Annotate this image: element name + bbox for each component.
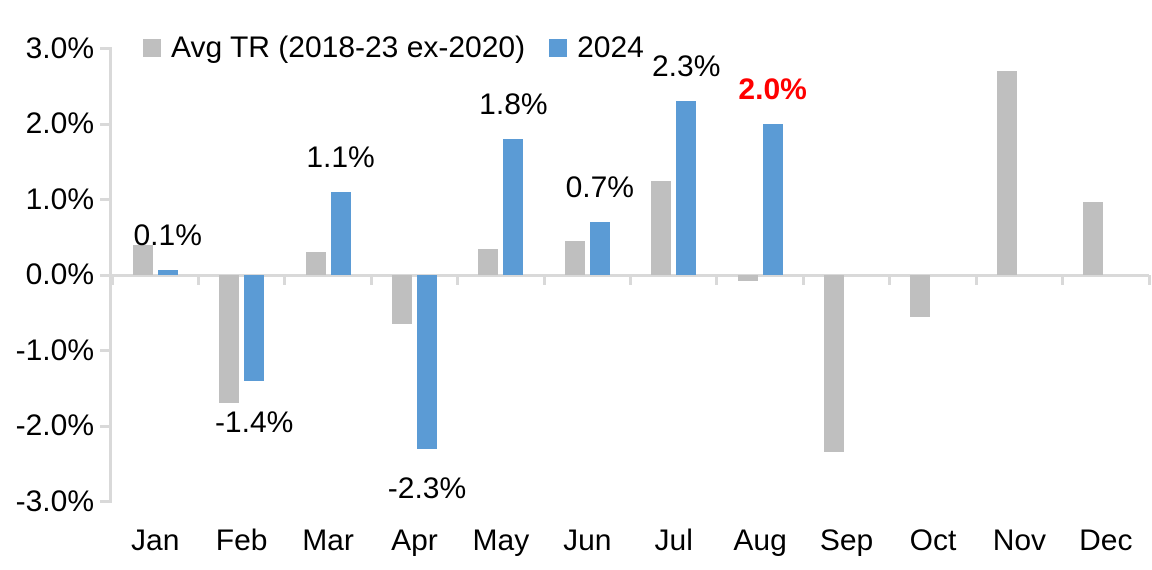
bar-avg-dec xyxy=(1083,201,1104,275)
bar-avg-aug xyxy=(737,275,758,282)
y-axis-tick xyxy=(100,122,112,126)
data-label-mar: 1.1% xyxy=(306,140,375,174)
x-axis-label-oct: Oct xyxy=(909,524,957,557)
legend-swatch-avg-tr xyxy=(143,39,161,57)
x-axis-tick xyxy=(110,275,114,285)
bar-avg-nov xyxy=(996,71,1017,275)
x-axis-label-jan: Jan xyxy=(131,524,180,557)
bar-2024-jun xyxy=(589,222,610,275)
x-axis-label-mar: Mar xyxy=(302,524,354,557)
x-axis-tick xyxy=(196,275,200,285)
bar-avg-jun xyxy=(564,241,585,275)
x-axis-tick xyxy=(629,275,632,285)
x-axis-label-nov: Nov xyxy=(992,524,1047,557)
x-axis-label-jun: Jun xyxy=(563,524,612,557)
x-axis-tick xyxy=(369,275,373,285)
bar-avg-mar xyxy=(305,252,326,275)
bar-avg-sep xyxy=(824,275,845,453)
y-axis-tick xyxy=(100,424,112,428)
data-label-jan: 0.1% xyxy=(133,219,202,253)
x-axis-tick xyxy=(888,275,892,285)
data-label-aug: 2.0% xyxy=(738,73,807,106)
x-axis-label-may: May xyxy=(472,524,530,557)
bar-avg-may xyxy=(478,248,499,275)
legend-label-2024: 2024 xyxy=(577,31,644,64)
data-label-apr: -2.3% xyxy=(387,471,467,505)
y-axis-tick xyxy=(100,198,112,201)
x-axis-label-sep: Sep xyxy=(819,524,874,557)
bar-avg-jul xyxy=(651,180,672,275)
bar-2024-aug xyxy=(762,124,783,275)
legend-swatch-2024 xyxy=(549,39,568,57)
bar-2024-feb xyxy=(244,275,265,381)
x-axis-label-aug: Aug xyxy=(733,524,787,557)
y-axis-label: -1.0% xyxy=(15,333,94,367)
bar-2024-jul xyxy=(676,101,697,275)
x-axis-tick xyxy=(715,275,719,285)
x-axis-label-feb: Feb xyxy=(215,524,268,557)
y-axis-label: -2.0% xyxy=(15,409,94,442)
bar-2024-mar xyxy=(330,191,351,275)
y-axis-tick xyxy=(100,47,112,50)
x-axis-tick xyxy=(974,275,978,285)
chart-legend: Avg TR (2018-23 ex-2020) 2024 xyxy=(143,31,644,65)
legend-label-avg-tr: Avg TR (2018-23 ex-2020) xyxy=(171,31,526,64)
x-axis-tick xyxy=(542,275,546,285)
x-axis-tick xyxy=(801,275,805,285)
x-axis-tick xyxy=(456,275,460,285)
x-axis-tick xyxy=(283,275,287,285)
bar-avg-jan xyxy=(132,244,153,275)
y-axis-label: 2.0% xyxy=(25,107,94,140)
y-axis-tick xyxy=(100,349,112,352)
y-axis-label: 3.0% xyxy=(25,31,94,65)
bar-avg-oct xyxy=(910,275,931,317)
data-label-feb: -1.4% xyxy=(214,406,294,440)
x-axis-label-dec: Dec xyxy=(1079,524,1133,557)
x-axis-zero-line xyxy=(100,273,1149,277)
bar-avg-feb xyxy=(219,275,240,404)
bar-2024-jan xyxy=(157,270,178,275)
bar-2024-may xyxy=(503,139,524,275)
x-axis-tick xyxy=(1147,275,1151,285)
y-axis-label: -3.0% xyxy=(15,484,94,518)
x-axis-label-apr: Apr xyxy=(391,524,438,557)
bar-avg-apr xyxy=(391,275,412,325)
y-axis-tick xyxy=(100,500,112,503)
x-axis-tick xyxy=(1061,275,1065,285)
data-label-jun: 0.7% xyxy=(565,171,634,205)
bar-2024-apr xyxy=(416,275,437,449)
data-label-may: 1.8% xyxy=(479,88,548,122)
data-label-jul: 2.3% xyxy=(652,50,721,84)
x-axis-label-jul: Jul xyxy=(654,524,693,557)
y-axis-label: 0.0% xyxy=(25,258,94,291)
y-axis-label: 1.0% xyxy=(25,182,94,216)
